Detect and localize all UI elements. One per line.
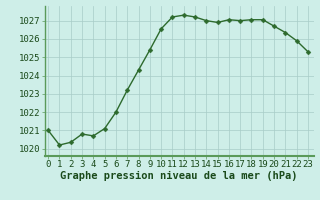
X-axis label: Graphe pression niveau de la mer (hPa): Graphe pression niveau de la mer (hPa)	[60, 171, 298, 181]
